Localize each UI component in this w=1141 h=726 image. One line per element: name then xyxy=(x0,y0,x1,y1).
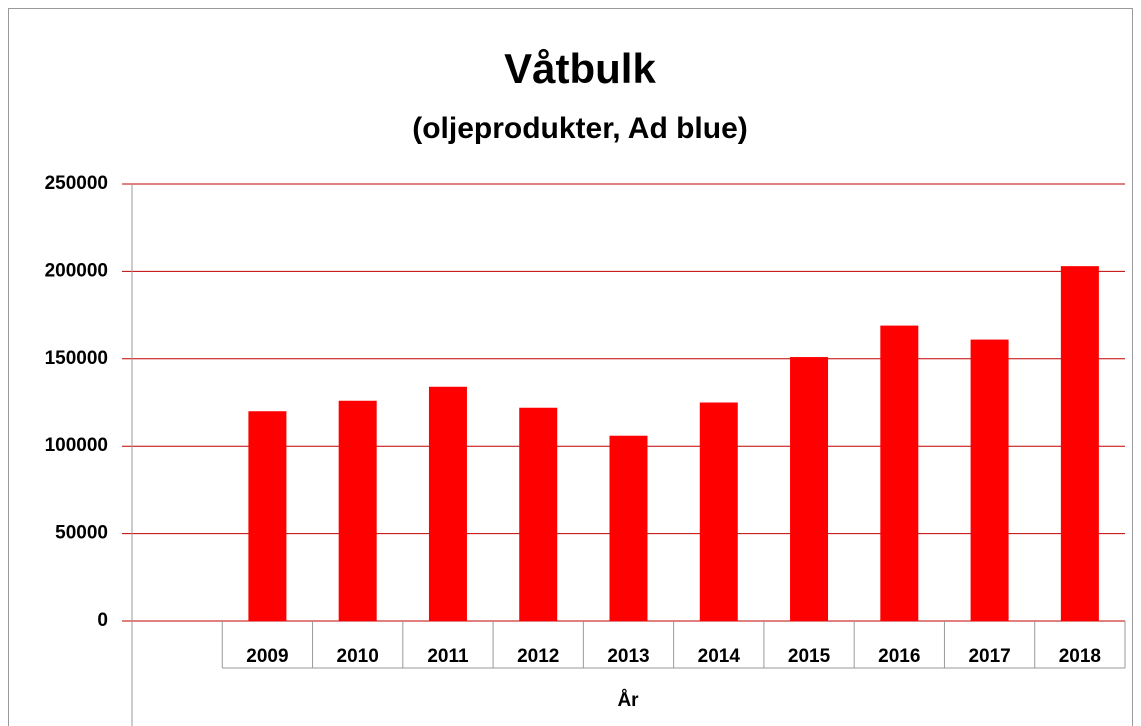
x-axis-label: År xyxy=(617,690,639,711)
bar xyxy=(1060,266,1099,621)
x-tick-label: 2018 xyxy=(1059,646,1101,667)
x-tick-label: 2015 xyxy=(788,646,831,667)
chart-subtitle: (oljeprodukter, Ad blue) xyxy=(412,112,748,145)
y-tick-label: 200000 xyxy=(45,260,108,281)
bar xyxy=(519,407,558,621)
bar xyxy=(428,386,467,621)
bar xyxy=(609,435,648,621)
bar xyxy=(338,400,377,621)
x-tick-label: 2012 xyxy=(517,646,559,667)
y-tick-label: 150000 xyxy=(45,348,108,369)
chart-border xyxy=(8,8,1133,726)
x-tick-label: 2014 xyxy=(698,646,741,667)
y-tick-label: 50000 xyxy=(55,523,108,544)
x-tick-label: 2013 xyxy=(607,646,649,667)
y-tick-label: 0 xyxy=(97,610,108,631)
y-tick-label: 250000 xyxy=(45,173,108,194)
y-tick-label: 100000 xyxy=(45,435,108,456)
bar xyxy=(248,411,287,621)
x-tick-label: 2009 xyxy=(246,646,288,667)
bar xyxy=(970,339,1009,621)
bar xyxy=(880,325,919,621)
x-tick-label: 2011 xyxy=(427,646,469,667)
chart-title: Våtbulk xyxy=(504,45,656,92)
bar xyxy=(699,402,738,621)
x-tick-label: 2010 xyxy=(337,646,379,667)
x-tick-label: 2017 xyxy=(968,646,1010,667)
bar xyxy=(790,357,829,621)
x-tick-label: 2016 xyxy=(878,646,920,667)
